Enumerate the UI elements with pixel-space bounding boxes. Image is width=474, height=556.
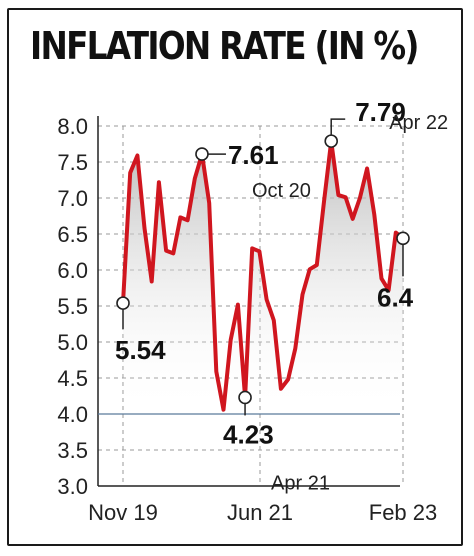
x-tick-label: Jun 21 — [227, 500, 293, 525]
annotation-date: Apr 21 — [271, 472, 330, 494]
annotation-marker — [195, 147, 209, 161]
y-tick-label: 6.0 — [57, 258, 88, 283]
annotation-marker — [396, 231, 410, 246]
annotation-value: 7.61 — [228, 140, 279, 170]
y-tick-label: 5.5 — [57, 294, 88, 319]
annotation-value: 6.4 — [377, 282, 414, 312]
annotation-leader — [330, 118, 346, 142]
x-tick-label: Nov 19 — [88, 500, 158, 525]
y-tick-label: 5.0 — [57, 330, 88, 355]
y-tick-label: 8.0 — [57, 114, 88, 139]
annotation: 5.54 — [115, 296, 166, 365]
annotation-value: 7.79 — [355, 97, 406, 127]
y-tick-label: 7.5 — [57, 150, 88, 175]
annotation-value: 5.54 — [115, 335, 166, 365]
chart-frame — [7, 8, 463, 546]
annotation-value: 4.23 — [223, 419, 274, 449]
y-tick-label: 6.5 — [57, 222, 88, 247]
annotation-marker — [324, 134, 339, 148]
annotation-marker — [116, 296, 130, 310]
annotation-date: Oct 20 — [252, 180, 311, 202]
x-tick-label: Feb 23 — [369, 500, 438, 525]
chart-title: INFLATION RATE (IN %) — [30, 24, 419, 68]
y-tick-label: 3.5 — [57, 438, 88, 463]
annotation-date: Apr 22 — [389, 112, 448, 134]
annotation: 6.4 — [377, 231, 414, 312]
annotation-marker — [238, 390, 252, 405]
y-tick-label: 4.5 — [57, 366, 88, 391]
y-tick-label: 4.0 — [57, 402, 88, 427]
annotation: 4.23 Apr 21 — [223, 390, 330, 494]
annotation: 7.61 Oct 20 — [195, 140, 311, 202]
y-tick-label: 7.0 — [57, 186, 88, 211]
y-tick-label: 3.0 — [57, 474, 88, 499]
series-line — [121, 139, 405, 412]
